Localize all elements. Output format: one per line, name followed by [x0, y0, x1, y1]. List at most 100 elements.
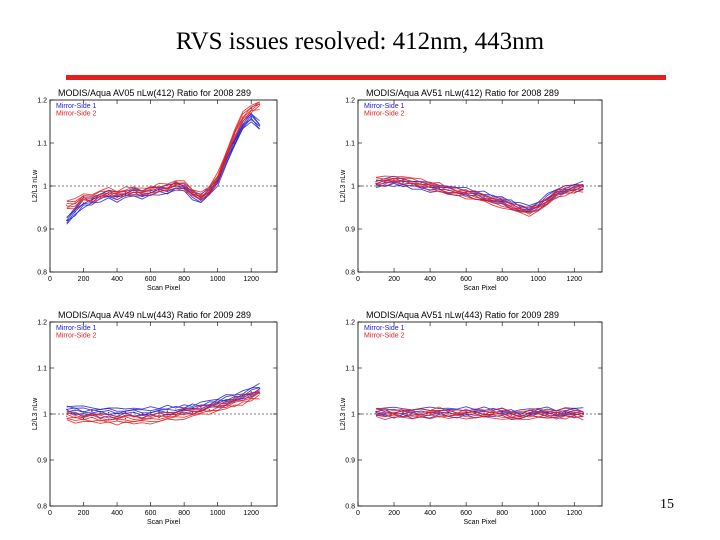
data-point [175, 183, 177, 185]
y-tick-label: 1.2 [37, 320, 47, 327]
chart-443-av49: MODIS/Aqua AV49 nLw(443) Ratio for 2009 … [32, 310, 278, 526]
y-axis-label: L2/L3 nLw [340, 169, 347, 202]
series-trace [66, 103, 260, 208]
series-trace [66, 383, 260, 410]
data-point [573, 412, 575, 415]
data-point [166, 410, 169, 412]
data-point [208, 408, 210, 411]
data-point [582, 413, 584, 416]
series-trace [66, 392, 260, 421]
y-tick-label: 1.1 [37, 141, 47, 148]
x-tick-label: 1000 [210, 276, 226, 283]
y-tick-label: 1.1 [37, 366, 47, 373]
series-mirror-side-2 [375, 406, 584, 421]
data-point [166, 416, 169, 418]
page-number: 15 [660, 497, 674, 512]
series-mirror-side-2 [66, 390, 261, 426]
x-tick-label: 400 [111, 276, 123, 283]
legend-entry: Mirror-Side 1 [56, 103, 97, 110]
data-point [483, 413, 485, 416]
data-point [384, 181, 386, 184]
x-tick-label: 1200 [566, 510, 582, 517]
data-point [116, 419, 118, 421]
legend-entry: Mirror-Side 2 [364, 111, 405, 118]
series-trace [66, 119, 260, 224]
data-point [242, 116, 244, 118]
data-point [242, 394, 244, 397]
data-point [200, 196, 202, 198]
x-axis-label: Scan Pixel [463, 519, 497, 526]
data-point [124, 191, 127, 194]
x-tick-label: 200 [388, 276, 400, 283]
series-trace [375, 408, 584, 415]
series-mirror-side-1 [66, 112, 261, 225]
x-tick-label: 200 [78, 510, 90, 517]
data-point [420, 413, 422, 416]
x-tick-label: 0 [48, 276, 52, 283]
y-tick-label: 0.9 [345, 458, 355, 465]
y-axis-label: L2/L3 nLw [32, 169, 39, 202]
series-trace [375, 175, 584, 207]
x-tick-label: 200 [388, 510, 400, 517]
data-point [242, 125, 244, 127]
data-point [402, 180, 404, 182]
series-trace [66, 117, 260, 222]
data-point [191, 191, 194, 194]
x-tick-label: 1000 [530, 276, 546, 283]
data-point [166, 187, 169, 189]
series-trace [66, 392, 260, 423]
data-point [66, 415, 68, 417]
x-tick-label: 600 [145, 276, 157, 283]
data-point [501, 411, 503, 414]
chart-412-av05: MODIS/Aqua AV05 nLw(412) Ratio for 2008 … [32, 88, 278, 292]
data-point [402, 181, 404, 184]
data-point [250, 107, 252, 110]
x-tick-label: 400 [424, 276, 436, 283]
x-tick-label: 600 [145, 510, 157, 517]
data-point [510, 205, 512, 208]
data-point [183, 413, 185, 415]
data-point [447, 189, 449, 191]
x-tick-label: 400 [111, 510, 123, 517]
data-point [501, 202, 503, 204]
legend-entry: Mirror-Side 1 [364, 103, 405, 110]
data-point [250, 391, 252, 393]
data-point [564, 411, 566, 414]
data-point [258, 103, 261, 105]
data-point [200, 406, 202, 408]
data-point [519, 208, 521, 211]
legend-entry: Mirror-Side 2 [56, 333, 97, 340]
data-point [483, 198, 485, 200]
x-tick-label: 600 [460, 276, 472, 283]
series-trace [66, 391, 260, 417]
data-point [158, 187, 160, 189]
x-tick-label: 600 [460, 510, 472, 517]
data-point [402, 411, 404, 413]
data-point [66, 408, 68, 411]
x-tick-label: 1000 [210, 510, 226, 517]
data-point [375, 181, 377, 183]
y-tick-label: 0.8 [345, 504, 355, 511]
data-point [175, 414, 177, 417]
data-point [501, 413, 503, 415]
data-point [91, 200, 93, 202]
data-point [158, 416, 160, 419]
data-point [483, 412, 485, 414]
data-point [82, 202, 85, 204]
data-point [233, 401, 236, 404]
x-tick-label: 1200 [566, 276, 582, 283]
data-point [411, 411, 413, 414]
data-point [465, 193, 467, 195]
data-point [66, 219, 68, 222]
x-tick-label: 0 [356, 276, 360, 283]
y-tick-label: 1 [43, 184, 47, 191]
data-point [492, 412, 494, 415]
data-point [242, 399, 244, 401]
x-tick-label: 0 [356, 510, 360, 517]
data-point [91, 416, 93, 419]
data-point [82, 417, 85, 420]
data-point [116, 193, 118, 196]
data-point [99, 411, 101, 413]
legend-entry: Mirror-Side 2 [364, 333, 405, 340]
data-point [258, 392, 261, 394]
